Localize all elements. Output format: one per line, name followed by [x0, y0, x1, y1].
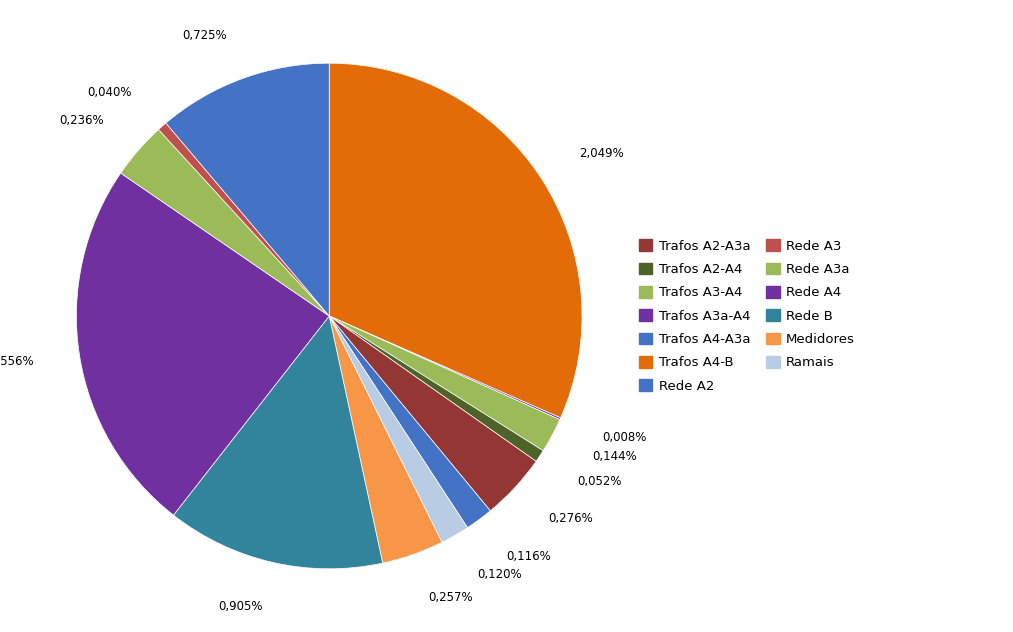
Legend: Trafos A2-A3a, Trafos A2-A4, Trafos A3-A4, Trafos A3a-A4, Trafos A4-A3a, Trafos : Trafos A2-A3a, Trafos A2-A4, Trafos A3-A…	[639, 240, 855, 392]
Wedge shape	[329, 316, 490, 528]
Wedge shape	[329, 63, 582, 418]
Text: 0,725%: 0,725%	[182, 30, 227, 42]
Text: 0,276%: 0,276%	[548, 512, 593, 525]
Text: 2,049%: 2,049%	[579, 147, 624, 159]
Text: 0,144%: 0,144%	[593, 451, 637, 463]
Text: 0,120%: 0,120%	[477, 568, 522, 581]
Wedge shape	[329, 316, 467, 542]
Wedge shape	[166, 63, 329, 316]
Wedge shape	[329, 316, 442, 563]
Text: 0,052%: 0,052%	[577, 475, 622, 488]
Text: 0,236%: 0,236%	[60, 114, 104, 127]
Text: 0,905%: 0,905%	[218, 600, 262, 613]
Wedge shape	[329, 316, 560, 420]
Wedge shape	[76, 173, 329, 515]
Text: 0,008%: 0,008%	[602, 431, 646, 444]
Wedge shape	[173, 316, 383, 569]
Text: 0,040%: 0,040%	[87, 85, 132, 99]
Wedge shape	[329, 316, 560, 451]
Text: 1,556%: 1,556%	[0, 355, 34, 368]
Wedge shape	[329, 316, 536, 511]
Wedge shape	[121, 130, 329, 316]
Wedge shape	[158, 123, 329, 316]
Wedge shape	[329, 316, 543, 461]
Text: 0,116%: 0,116%	[506, 550, 551, 562]
Text: 0,257%: 0,257%	[428, 591, 473, 604]
